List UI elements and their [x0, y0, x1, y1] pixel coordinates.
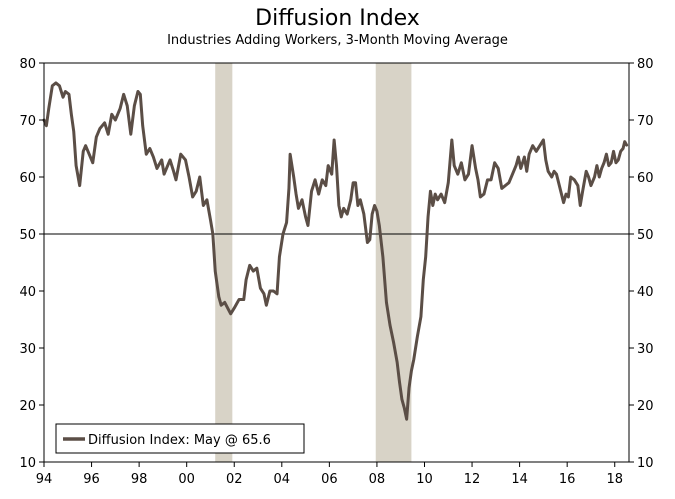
x-tick-label: 96 — [83, 472, 100, 487]
y-tick-label-right: 20 — [637, 399, 654, 414]
y-tick-label-right: 60 — [637, 171, 654, 186]
x-tick-label: 18 — [606, 472, 623, 487]
x-tick-label: 16 — [559, 472, 576, 487]
y-tick-label-left: 60 — [19, 171, 36, 186]
x-tick-label: 98 — [131, 472, 148, 487]
y-tick-label-right: 70 — [637, 114, 654, 129]
recession-bands — [215, 63, 412, 462]
x-tick-label: 14 — [511, 472, 528, 487]
y-tick-label-left: 50 — [19, 228, 36, 243]
recession-band-1 — [215, 63, 233, 462]
y-tick-label-left: 70 — [19, 114, 36, 129]
x-tick-label: 08 — [369, 472, 386, 487]
y-tick-label-left: 80 — [19, 57, 36, 72]
x-tick-label: 06 — [321, 472, 338, 487]
y-tick-label-left: 20 — [19, 399, 36, 414]
y-tick-label-left: 40 — [19, 285, 36, 300]
y-tick-label-right: 10 — [637, 456, 654, 471]
x-tick-label: 10 — [416, 472, 433, 487]
legend-box — [55, 423, 305, 454]
y-tick-label-right: 80 — [637, 57, 654, 72]
x-tick-label: 12 — [464, 472, 481, 487]
chart-subtitle: Industries Adding Workers, 3-Month Movin… — [167, 33, 508, 48]
plot-frame — [43, 62, 630, 463]
y-tick-label-left: 10 — [19, 456, 36, 471]
recession-band-2 — [375, 63, 412, 462]
y-tick-label-right: 50 — [637, 228, 654, 243]
x-tick-label: 04 — [274, 472, 291, 487]
legend: Diffusion Index: May @ 65.6 — [55, 423, 305, 454]
legend-label: Diffusion Index: May @ 65.6 — [88, 433, 271, 448]
x-tick-label: 94 — [36, 472, 53, 487]
y-tick-label-left: 30 — [19, 342, 36, 357]
series-line-group — [42, 81, 629, 421]
x-tick-label: 00 — [178, 472, 195, 487]
y-tick-label-right: 30 — [637, 342, 654, 357]
chart-title: Diffusion Index — [255, 6, 420, 31]
x-tick-label: 02 — [226, 472, 243, 487]
y-tick-label-right: 40 — [637, 285, 654, 300]
axis-ticks: 10 10 20 20 30 30 40 40 50 50 60 60 70 70 80 80 94 96 98 00… — [19, 57, 653, 487]
series-line-diffusion-index — [42, 81, 629, 421]
